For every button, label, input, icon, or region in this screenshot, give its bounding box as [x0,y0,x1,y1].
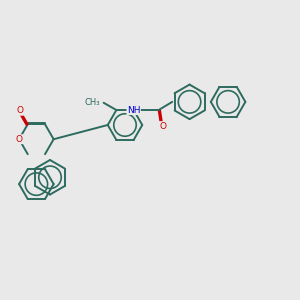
Text: NH: NH [127,106,140,115]
Text: CH₃: CH₃ [84,98,100,107]
Text: O: O [159,122,166,130]
Text: O: O [16,106,23,115]
Text: O: O [16,135,22,144]
